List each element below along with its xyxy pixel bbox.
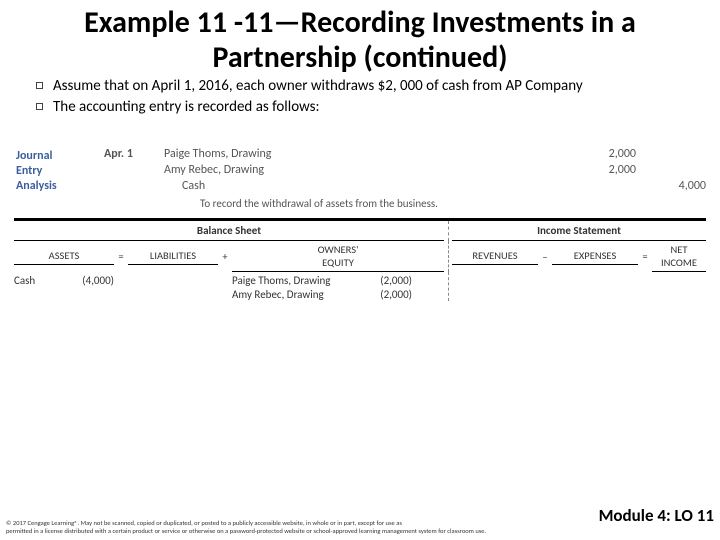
vertical-divider (448, 272, 449, 301)
je-memo: To record the withdrawal of assets from … (164, 195, 706, 210)
plus-sign: + (218, 250, 232, 263)
je-credit: 4,000 (636, 179, 706, 193)
bullet-square-icon (36, 82, 43, 89)
asset-val: (4,000) (74, 274, 114, 287)
net-l1: NET (670, 243, 687, 256)
equity-name: Paige Thoms, Drawing (232, 274, 362, 287)
equals-sign: = (638, 250, 652, 263)
je-debit: 2,000 (566, 163, 636, 177)
bullet-text: Assume that on April 1, 2016, each owner… (53, 77, 583, 96)
journal-entry-figure: Journal Entry Analysis Apr. 1 Paige Thom… (14, 139, 706, 301)
je-debit: 2,000 (566, 147, 636, 161)
equity-val: (2,000) (362, 288, 412, 301)
label-line: Analysis (16, 179, 100, 194)
bullet-square-icon (36, 103, 43, 110)
label-line: Entry (16, 164, 100, 179)
je-account: Cash (164, 179, 566, 193)
label-line: Journal (16, 149, 100, 164)
je-account: Paige Thoms, Drawing (164, 147, 566, 161)
expenses-header: EXPENSES (552, 247, 638, 265)
je-debit (566, 179, 636, 193)
slide: Example 11 -11—Recording Investments in … (0, 0, 720, 540)
copyright-footer: © 2017 Cengage Learning®. May not be sca… (6, 520, 714, 536)
assets-header: ASSETS (14, 247, 114, 265)
section-subheader: Balance Sheet Income Statement (14, 221, 706, 241)
journal-entry-label: Journal Entry Analysis (14, 139, 104, 210)
asset-name: Cash (14, 274, 74, 287)
je-date: Apr. 1 (104, 147, 164, 161)
bullet-list: Assume that on April 1, 2016, each owner… (14, 77, 706, 129)
equity-name: Amy Rebec, Drawing (232, 288, 362, 301)
revenues-header: REVENUES (452, 247, 538, 265)
income-statement-label: Income Statement (452, 221, 706, 241)
je-credit (636, 147, 706, 161)
je-credit (636, 163, 706, 177)
vertical-divider (448, 221, 449, 241)
bullet-text: The accounting entry is recorded as foll… (53, 98, 320, 117)
slide-title: Example 11 -11—Recording Investments in … (14, 0, 706, 77)
equity-l1: OWNERS' (318, 243, 359, 256)
vertical-divider (448, 241, 449, 272)
equals-sign: = (114, 250, 128, 263)
list-item: The accounting entry is recorded as foll… (36, 98, 700, 117)
net-l2: INCOME (661, 256, 697, 269)
journal-entry-table: Apr. 1 Paige Thoms, Drawing 2,000 Amy Re… (104, 139, 706, 210)
equity-header: OWNERS' EQUITY (232, 241, 444, 272)
equity-val: (2,000) (362, 274, 412, 287)
equation-data: Cash (4,000) Paige Thoms, Drawing (2,000… (14, 272, 706, 301)
balance-sheet-label: Balance Sheet (14, 221, 444, 241)
equity-l2: EQUITY (322, 256, 354, 269)
net-income-header: NET INCOME (652, 241, 706, 272)
equation-header: ASSETS = LIABILITIES + OWNERS' EQUITY RE… (14, 241, 706, 272)
copyright-line: permitted in a license distributed with … (6, 528, 714, 536)
list-item: Assume that on April 1, 2016, each owner… (36, 77, 700, 96)
liabilities-header: LIABILITIES (128, 247, 218, 265)
minus-sign: – (538, 250, 552, 263)
je-account: Amy Rebec, Drawing (164, 163, 566, 177)
